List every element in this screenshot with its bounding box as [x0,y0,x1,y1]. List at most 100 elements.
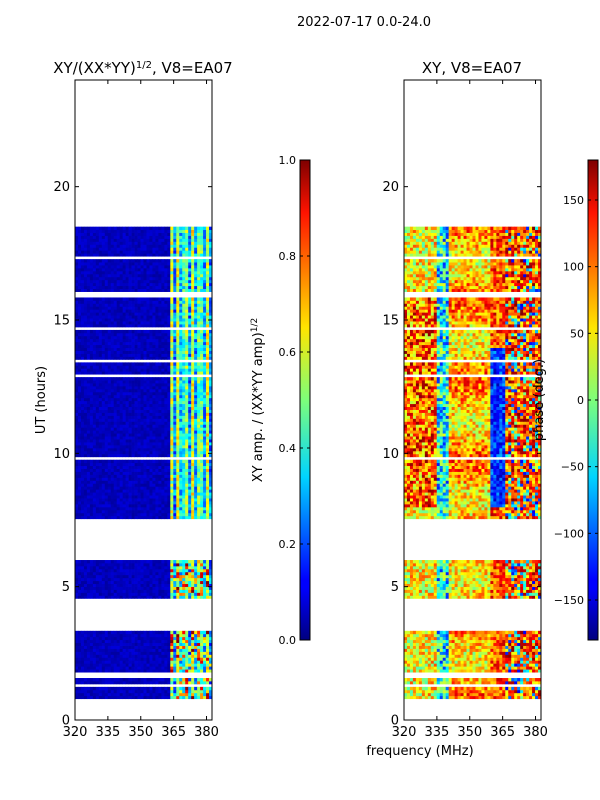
heatmap-cell [83,506,88,511]
heatmap-cell [140,498,144,502]
heatmap-cell [188,383,192,387]
heatmap-cell [134,492,138,496]
heatmap-cell [185,344,189,349]
heatmap-cell [197,439,201,443]
heatmap-cell [119,509,123,514]
heatmap-cell [137,680,141,685]
heatmap-cell [149,580,153,585]
heatmap-cell [83,371,88,375]
heatmap-cell [137,589,141,593]
heatmap-cell [209,468,213,472]
heatmap-cell [146,439,150,443]
heatmap-cell [176,595,180,599]
heatmap-cell [188,562,192,567]
heatmap-cell [149,383,153,387]
heatmap-cell [143,371,147,375]
heatmap-cell [158,385,162,390]
heatmap-cell [146,506,150,511]
heatmap-cell [155,297,159,301]
heatmap-cell [176,450,180,455]
heatmap-cell [101,315,106,319]
heatmap-cell [92,312,97,316]
heatmap-cell [206,663,210,667]
heatmap-cell [134,648,138,652]
heatmap-cell [101,503,106,508]
heatmap-cell [77,377,82,381]
heatmap-cell [128,394,132,399]
heatmap-cell [134,471,138,475]
heatmap-cell [122,571,126,576]
heatmap-cell [77,633,82,638]
heatmap-cell [92,300,97,304]
heatmap-cell [161,329,165,334]
heatmap-cell [80,412,85,416]
heatmap-cell [131,636,135,641]
heatmap-cell [77,356,82,360]
heatmap-cell [80,335,85,340]
heatmap-cell [89,692,94,697]
heatmap-cell [158,595,162,599]
heatmap-cell [155,312,159,316]
heatmap-cell [167,459,171,464]
heatmap-cell [143,471,147,475]
heatmap-cell [134,400,138,405]
heatmap-cell [170,512,174,517]
heatmap-cell [104,288,109,292]
heatmap-cell [95,498,100,502]
heatmap-cell [200,338,204,343]
heatmap-cell [116,453,121,458]
heatmap-cell [149,568,153,573]
heatmap-cell [116,306,121,310]
heatmap-cell [125,595,129,599]
heatmap-cell [146,415,150,419]
heatmap-cell [185,324,189,328]
heatmap-cell [80,347,85,351]
heatmap-cell [200,409,204,413]
heatmap-cell [98,562,103,567]
heatmap-cell [191,344,195,349]
heatmap-cell [155,480,159,484]
heatmap-cell [116,680,121,685]
heatmap-cell [203,436,207,440]
heatmap-cell [140,495,144,499]
heatmap-cell [155,692,159,697]
heatmap-cell [110,515,115,520]
heatmap-cell [113,371,118,375]
heatmap-cell [185,421,189,425]
heatmap-cell [104,347,109,351]
heatmap-cell [113,645,118,649]
heatmap-cell [116,371,121,375]
heatmap-cell [152,368,156,372]
heatmap-cell [122,344,126,349]
heatmap-cell [188,282,192,287]
heatmap-cell [173,501,177,505]
heatmap-cell [122,645,126,649]
heatmap-cell [164,689,168,694]
heatmap-cell [149,362,153,366]
heatmap-cell [140,571,144,576]
heatmap-cell [137,489,141,493]
heatmap-cell [86,574,91,579]
heatmap-cell [158,430,162,434]
heatmap-cell [143,695,147,700]
heatmap-cell [75,639,79,644]
heatmap-cell [128,639,132,644]
heatmap-cell [146,695,150,700]
heatmap-cell [125,506,129,511]
heatmap-cell [170,365,174,369]
heatmap-cell [122,589,126,593]
heatmap-cell [146,568,150,573]
heatmap-cell [182,571,186,576]
heatmap-cell [179,436,183,440]
heatmap-cell [167,657,171,661]
heatmap-cell [134,377,138,381]
heatmap-cell [191,329,195,334]
heatmap-cell [206,312,210,316]
heatmap-cell [101,356,106,360]
heatmap-cell [86,288,91,292]
heatmap-cell [131,424,135,428]
heatmap-cell [203,427,207,431]
heatmap-cell [191,471,195,475]
heatmap-cell [137,657,141,661]
heatmap-cell [197,324,201,328]
